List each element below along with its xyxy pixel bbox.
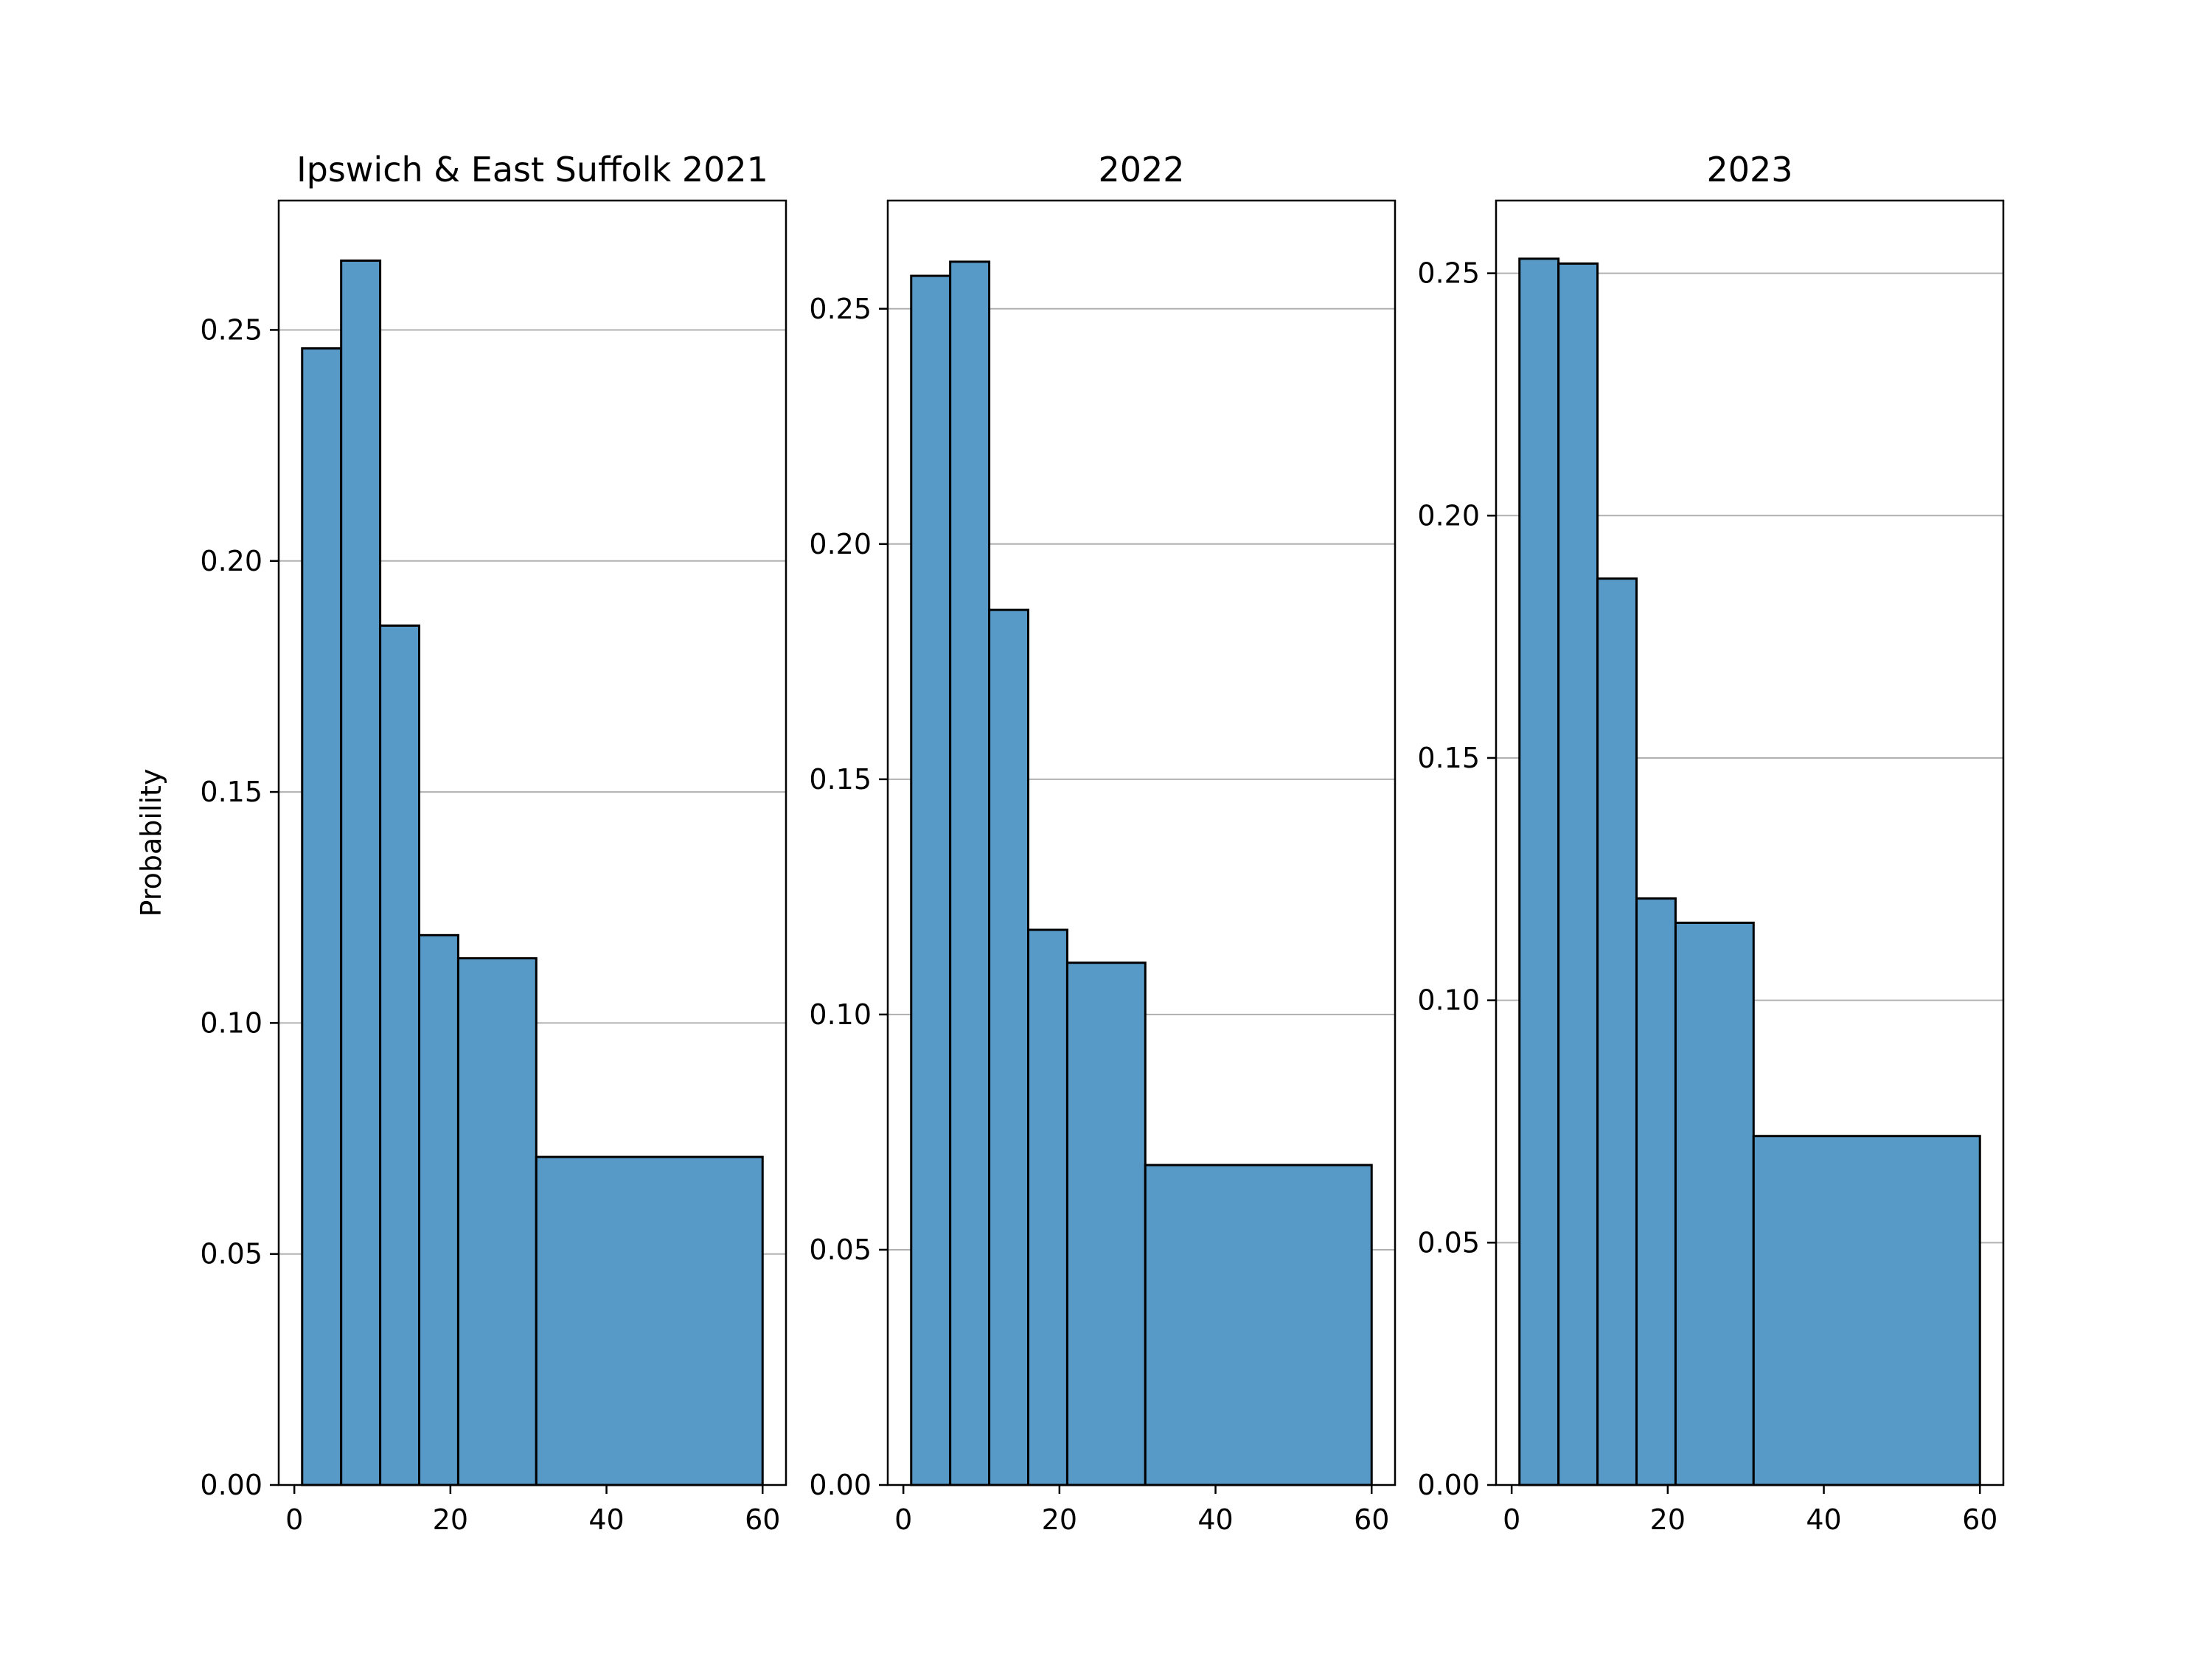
y-tick-label: 0.15	[809, 763, 872, 796]
histogram-bar	[1557, 262, 1599, 1486]
x-tick-label: 40	[1197, 1503, 1233, 1536]
y-tick-label: 0.15	[1417, 742, 1480, 774]
panel-title: 2022	[1098, 150, 1184, 189]
x-tick-label: 0	[1503, 1503, 1520, 1536]
axes-frame	[1495, 199, 2005, 1486]
histogram-bar	[1635, 897, 1677, 1486]
y-tick-label: 0.15	[200, 776, 262, 808]
y-tick-label: 0.25	[809, 293, 872, 325]
y-tick-label: 0.10	[1417, 984, 1480, 1017]
histogram-bar	[379, 624, 421, 1486]
histogram-bar	[535, 1155, 764, 1486]
histogram-bar	[1518, 257, 1560, 1486]
histogram-bar	[1674, 921, 1755, 1486]
y-tick-label: 0.05	[200, 1238, 262, 1270]
y-tick-label: 0.20	[1417, 499, 1480, 532]
x-tick-label: 40	[1806, 1503, 1841, 1536]
y-tick-label: 0.25	[1417, 257, 1480, 290]
histogram-bar	[301, 347, 343, 1486]
x-tick-label: 0	[285, 1503, 303, 1536]
y-tick-label: 0.00	[200, 1469, 262, 1501]
x-tick-label: 60	[1354, 1503, 1389, 1536]
y-tick-label: 0.05	[809, 1234, 872, 1266]
y-tick-label: 0.25	[200, 313, 262, 346]
histogram-bar	[1065, 961, 1147, 1486]
y-tick-label: 0.00	[809, 1469, 872, 1501]
x-tick-label: 0	[894, 1503, 912, 1536]
histogram-bar	[1144, 1164, 1373, 1486]
y-tick-label: 0.10	[809, 998, 872, 1031]
panel-1: 0.00 0.05 0.10 0.15 0.20 0.25 0 20 40 60 Ipswich &…	[135, 150, 787, 1536]
x-tick-label: 40	[588, 1503, 624, 1536]
histogram-bar	[1752, 1135, 1981, 1486]
x-tick-label: 20	[433, 1503, 468, 1536]
histogram-bar	[456, 957, 538, 1486]
axes-frame	[886, 199, 1397, 1486]
panel-2: 0.00 0.05 0.10 0.15 0.20 0.25 0 20 40 60 2022	[809, 150, 1397, 1536]
panel-title: 2023	[1706, 150, 1792, 189]
x-tick-label: 60	[1962, 1503, 1997, 1536]
y-axis-label: Probability	[135, 769, 167, 917]
axes-frame	[277, 199, 787, 1486]
y-tick-label: 0.00	[1417, 1469, 1480, 1501]
x-tick-label: 20	[1650, 1503, 1686, 1536]
y-tick-label: 0.20	[809, 528, 872, 560]
y-tick-label: 0.10	[200, 1006, 262, 1039]
x-tick-label: 60	[745, 1503, 780, 1536]
histogram-bar	[910, 274, 952, 1486]
histogram-bar	[949, 260, 991, 1486]
histogram-bar	[418, 933, 459, 1486]
histogram-bar	[988, 608, 1030, 1486]
histogram-bar	[1596, 577, 1638, 1486]
panel-3: 0.00 0.05 0.10 0.15 0.20 0.25 0 20 40 60 2023	[1417, 150, 2005, 1536]
y-tick-label: 0.20	[200, 545, 262, 577]
y-tick-label: 0.05	[1417, 1226, 1480, 1259]
histogram-bar	[340, 259, 382, 1486]
histogram-bar	[1027, 928, 1068, 1486]
x-tick-label: 20	[1042, 1503, 1077, 1536]
panel-title: Ipswich & East Suffolk 2021	[296, 150, 768, 189]
